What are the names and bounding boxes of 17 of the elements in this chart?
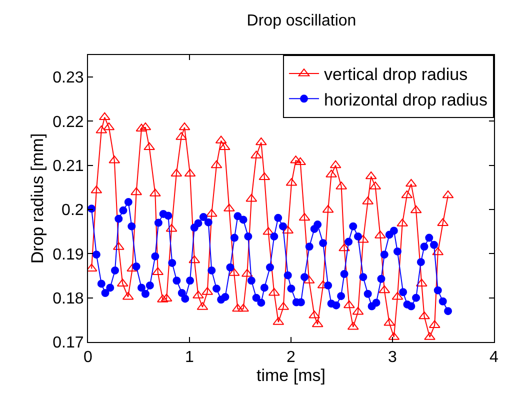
x-tick-label: 3 [388, 349, 398, 366]
y-tick-label: 0.21 [52, 158, 84, 175]
y-axis-title: Drop radius [mm] [28, 133, 48, 264]
y-tick-label: 0.2 [62, 202, 84, 220]
x-axis-title: time [ms] [256, 366, 326, 386]
x-tick-label: 2 [286, 349, 296, 366]
y-tick-label: 0.17 [52, 334, 84, 352]
x-tick-label: 0 [84, 349, 93, 366]
legend-label: horizontal drop radius [324, 90, 488, 110]
x-tick-label: 1 [185, 349, 194, 366]
y-tick-label: 0.18 [52, 290, 84, 308]
chart-title: Drop oscillation [246, 12, 356, 30]
legend-label: vertical drop radius [324, 65, 468, 84]
y-tick-label: 0.23 [52, 70, 84, 87]
y-tick-label: 0.19 [52, 246, 84, 264]
x-tick-label: 4 [490, 349, 499, 366]
y-tick-label: 0.22 [52, 114, 84, 131]
